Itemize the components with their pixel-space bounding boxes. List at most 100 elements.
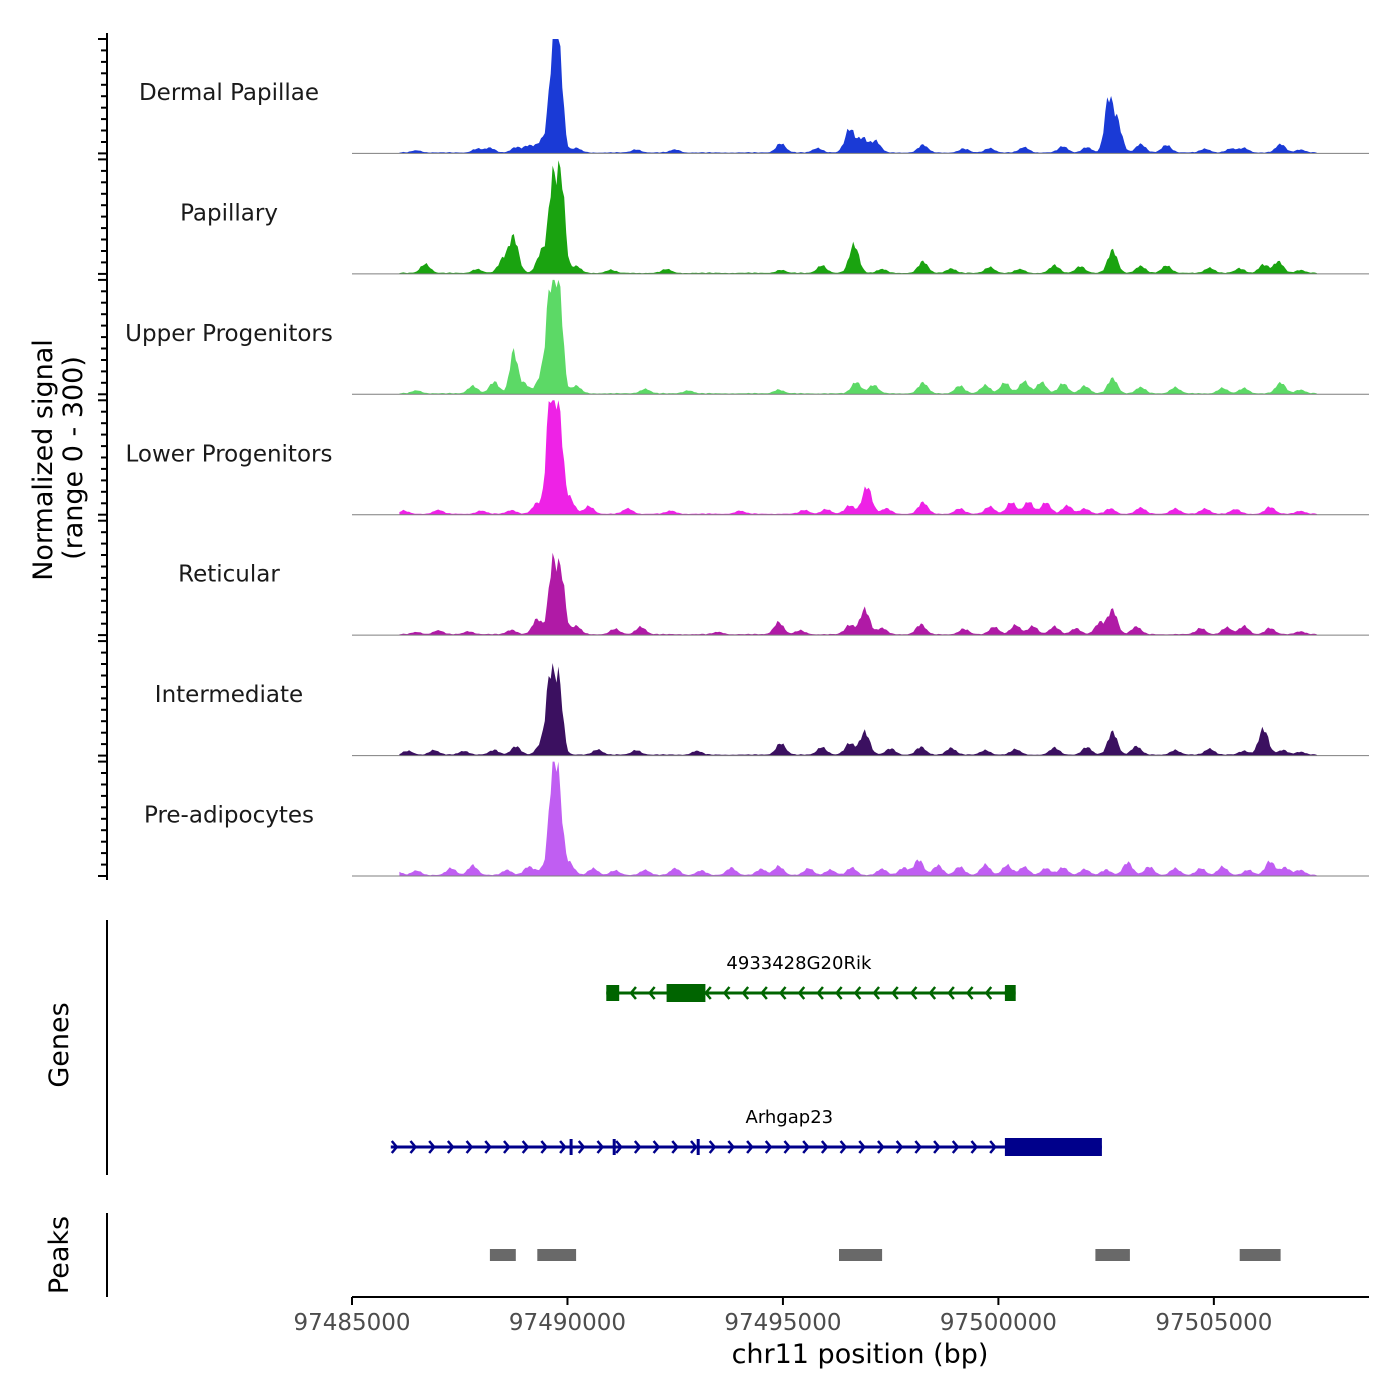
strand-arrow	[933, 1140, 941, 1154]
strand-arrow	[970, 1140, 979, 1154]
coverage-tracks	[352, 39, 1369, 877]
gene-exon	[606, 985, 620, 1001]
x-tick-label: 97490000	[509, 1310, 626, 1336]
coverage-area	[399, 279, 1318, 395]
track-upper-progenitors	[352, 279, 1369, 395]
gene-exon	[1004, 985, 1016, 1001]
strand-arrow	[615, 1140, 623, 1154]
strand-arrow	[484, 1140, 492, 1154]
strand-arrow	[816, 986, 824, 1000]
track-lower-progenitors	[352, 400, 1369, 516]
strand-arrow	[708, 1140, 717, 1154]
gene-exon	[1004, 1138, 1102, 1156]
peak-region	[1239, 1249, 1281, 1261]
gene-label: Arhgap23	[746, 1107, 834, 1128]
strand-arrow	[540, 1140, 549, 1154]
strand-arrow	[690, 1140, 698, 1154]
strand-arrow	[820, 1140, 829, 1154]
track-label: Upper Progenitors	[125, 321, 333, 347]
track-papillary	[352, 160, 1369, 275]
strand-arrow	[928, 986, 937, 1000]
strand-arrow	[390, 1140, 399, 1154]
strand-arrow	[778, 986, 787, 1000]
peak-region	[839, 1249, 883, 1261]
strand-arrow	[559, 1140, 567, 1154]
strand-arrow	[839, 1140, 848, 1154]
x-tick-label: 97505000	[1155, 1310, 1272, 1336]
strand-arrow	[797, 986, 806, 1000]
gene-4933428g20rik: 4933428G20Rik	[606, 953, 1016, 1002]
gene-exon	[612, 1139, 616, 1155]
gene-exon	[569, 1139, 573, 1155]
gene-arhgap23: Arhgap23	[390, 1107, 1102, 1156]
strand-arrow	[764, 1140, 773, 1154]
x-tick-label: 97495000	[724, 1310, 841, 1336]
x-tick-label: 97500000	[940, 1310, 1057, 1336]
coverage-area	[399, 160, 1318, 274]
strand-arrow	[704, 986, 712, 1000]
strand-arrow	[652, 1140, 661, 1154]
strand-arrow	[746, 1140, 754, 1154]
strand-arrow	[521, 1140, 530, 1154]
strand-arrow	[951, 1140, 960, 1154]
strand-arrow	[872, 986, 881, 1000]
peak-regions	[489, 1249, 1281, 1261]
coverage-area	[399, 552, 1318, 636]
strand-arrow	[633, 1140, 642, 1154]
strand-arrow	[648, 986, 656, 1000]
track-label: Reticular	[178, 562, 280, 588]
strand-arrow	[965, 986, 974, 1000]
gene-exon	[666, 984, 706, 1002]
strand-arrow	[446, 1140, 455, 1154]
track-label: Pre-adipocytes	[144, 803, 314, 829]
gene-label: 4933428G20Rik	[726, 953, 872, 974]
strand-arrow	[802, 1140, 810, 1154]
gene-exon	[696, 1139, 700, 1155]
track-labels: Dermal Papillae Papillary Upper Progenitor…	[125, 80, 333, 829]
track-reticular	[352, 552, 1369, 636]
signal-axis-title-line2: (range 0 - 300)	[58, 356, 89, 560]
x-axis-title: chr11 position (bp)	[732, 1339, 989, 1370]
strand-arrow	[428, 1140, 436, 1154]
x-axis-ticks: 97485000 97490000 97495000 97500000 97505000	[293, 1297, 1272, 1336]
strand-arrow	[891, 986, 899, 1000]
signal-axis-title-line1: Normalized signal	[28, 339, 59, 581]
strand-arrow	[722, 986, 731, 1000]
track-intermediate	[352, 663, 1369, 757]
gene-annotations: 4933428G20Rik Arhgap23	[390, 953, 1102, 1156]
strand-arrow	[671, 1140, 679, 1154]
track-label: Lower Progenitors	[126, 441, 333, 467]
track-label: Papillary	[180, 200, 278, 226]
coverage-area	[399, 400, 1318, 515]
coverage-area	[399, 761, 1318, 876]
strand-arrow	[989, 1140, 997, 1154]
strand-arrow	[577, 1140, 586, 1154]
strand-arrow	[877, 1140, 885, 1154]
track-dermal-papillae	[352, 39, 1369, 154]
strand-arrow	[629, 986, 637, 1000]
strand-arrow	[853, 986, 862, 1000]
peak-region	[489, 1249, 516, 1261]
track-pre-adipocytes	[352, 761, 1369, 877]
strand-arrow	[727, 1140, 736, 1154]
strand-arrow	[596, 1140, 605, 1154]
coverage-area	[399, 663, 1318, 756]
peak-region	[1095, 1249, 1130, 1261]
peaks-axis-title: Peaks	[44, 1216, 75, 1294]
peak-region	[537, 1249, 577, 1261]
x-tick-label: 97485000	[293, 1310, 410, 1336]
strand-arrow	[914, 1140, 923, 1154]
strand-arrow	[947, 986, 955, 1000]
strand-arrow	[984, 986, 993, 1000]
strand-arrow	[783, 1140, 792, 1154]
strand-arrow	[858, 1140, 866, 1154]
track-label: Intermediate	[155, 682, 303, 708]
strand-arrow	[741, 986, 750, 1000]
signal-axis-ticks	[98, 38, 107, 877]
coverage-area	[399, 39, 1318, 154]
strand-arrow	[760, 986, 768, 1000]
strand-arrow	[909, 986, 918, 1000]
strand-arrow	[895, 1140, 904, 1154]
genes-axis-title: Genes	[44, 1002, 75, 1087]
